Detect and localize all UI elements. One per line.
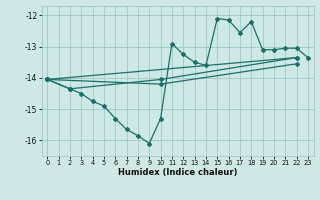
X-axis label: Humidex (Indice chaleur): Humidex (Indice chaleur) bbox=[118, 168, 237, 177]
